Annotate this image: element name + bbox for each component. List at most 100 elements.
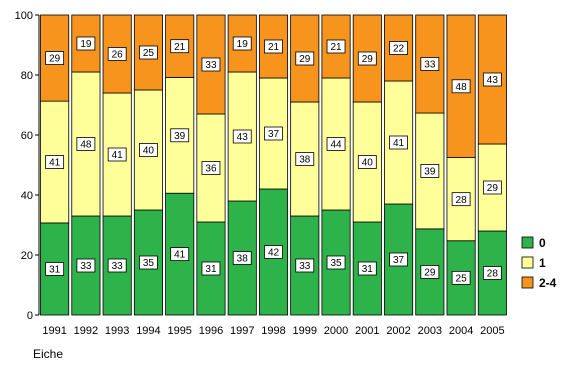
data-label-0-2005: 28 xyxy=(482,266,502,280)
x-tick-label: 1998 xyxy=(261,325,285,337)
data-label-0-1995: 41 xyxy=(170,247,190,262)
data-label-1-1999: 38 xyxy=(295,152,315,166)
x-tick-label: 2002 xyxy=(386,325,410,337)
svg-text:29: 29 xyxy=(49,54,61,65)
svg-text:25: 25 xyxy=(143,48,155,59)
svg-text:43: 43 xyxy=(237,132,249,143)
data-labels: 31 41 29 33 48 19 33 41 26 35 40 25 41 39 21 31 36 33 38 43… xyxy=(45,36,502,285)
data-label-1-1996: 36 xyxy=(201,161,221,175)
data-label-2-4-2005: 43 xyxy=(482,72,502,87)
svg-text:38: 38 xyxy=(237,254,249,265)
data-label-1-1992: 48 xyxy=(76,137,96,151)
legend-item-0: 0 xyxy=(521,236,546,250)
svg-text:25: 25 xyxy=(456,273,468,284)
y-tick-label: 20 xyxy=(21,250,33,262)
svg-text:41: 41 xyxy=(49,158,61,169)
axes xyxy=(35,14,40,316)
legend-item-2-4: 2-4 xyxy=(521,276,557,290)
svg-text:19: 19 xyxy=(80,39,92,50)
data-label-2-4-2001: 29 xyxy=(357,51,377,66)
x-tick-label: 2005 xyxy=(480,325,504,337)
data-label-0-1996: 31 xyxy=(201,261,221,276)
svg-text:21: 21 xyxy=(174,42,186,53)
y-tick-label: 60 xyxy=(21,130,33,142)
data-label-0-1991: 31 xyxy=(45,262,65,276)
svg-text:21: 21 xyxy=(330,42,342,53)
x-tick-label: 1992 xyxy=(74,325,98,337)
x-tick-label: 1991 xyxy=(42,325,66,337)
data-label-2-4-2004: 48 xyxy=(451,79,471,94)
data-label-0-1998: 42 xyxy=(264,245,283,259)
svg-text:40: 40 xyxy=(143,146,155,157)
data-label-1-1995: 39 xyxy=(170,128,190,143)
svg-text:0: 0 xyxy=(539,236,546,250)
svg-text:31: 31 xyxy=(205,264,217,275)
svg-text:42: 42 xyxy=(268,248,280,259)
svg-text:37: 37 xyxy=(393,255,405,266)
data-label-0-2002: 37 xyxy=(389,252,408,267)
data-label-1-1998: 37 xyxy=(264,126,283,141)
svg-text:28: 28 xyxy=(487,269,499,280)
data-label-1-1993: 41 xyxy=(107,147,127,162)
svg-text:1: 1 xyxy=(539,256,546,270)
svg-text:38: 38 xyxy=(299,155,311,166)
svg-text:33: 33 xyxy=(112,261,124,272)
x-tick-label: 1994 xyxy=(136,325,160,337)
x-tick-label: 2004 xyxy=(449,325,473,337)
data-label-2-4-1995: 21 xyxy=(170,39,190,54)
data-label-1-1997: 43 xyxy=(232,129,252,144)
svg-text:40: 40 xyxy=(362,158,374,169)
svg-text:41: 41 xyxy=(393,138,405,149)
svg-text:2-4: 2-4 xyxy=(539,276,557,290)
data-label-1-1994: 40 xyxy=(139,143,158,157)
data-label-1-2001: 40 xyxy=(357,155,377,169)
data-label-0-2000: 35 xyxy=(326,255,346,270)
data-label-1-2003: 39 xyxy=(420,164,440,178)
x-tick-label: 1995 xyxy=(167,325,191,337)
svg-text:41: 41 xyxy=(112,150,124,161)
data-label-2-4-1998: 21 xyxy=(264,39,283,54)
legend-item-1: 1 xyxy=(521,256,546,270)
svg-text:33: 33 xyxy=(299,261,311,272)
x-tick-label: 1999 xyxy=(293,325,317,337)
svg-text:39: 39 xyxy=(174,131,186,142)
data-label-2-4-2003: 33 xyxy=(420,57,440,71)
data-label-2-4-1999: 29 xyxy=(295,51,315,66)
data-label-2-4-1993: 26 xyxy=(107,47,127,61)
data-label-2-4-2000: 21 xyxy=(326,39,346,54)
x-tick-label: 1996 xyxy=(199,325,223,337)
svg-text:31: 31 xyxy=(49,265,61,276)
x-tick-label: 1997 xyxy=(230,325,254,337)
data-label-0-1992: 33 xyxy=(76,258,96,273)
data-label-0-1999: 33 xyxy=(295,258,315,273)
data-label-0-2001: 31 xyxy=(357,261,377,276)
data-label-2-4-2002: 22 xyxy=(389,41,408,55)
legend: 0 1 2-4 xyxy=(521,236,557,290)
svg-text:19: 19 xyxy=(237,39,249,50)
svg-text:33: 33 xyxy=(424,60,436,71)
svg-text:37: 37 xyxy=(268,129,280,140)
svg-text:28: 28 xyxy=(456,195,468,206)
data-label-2-4-1991: 29 xyxy=(45,51,65,65)
svg-text:35: 35 xyxy=(330,258,342,269)
svg-text:35: 35 xyxy=(143,258,155,269)
svg-text:29: 29 xyxy=(362,54,374,65)
y-tick-label: 0 xyxy=(27,310,33,322)
svg-text:29: 29 xyxy=(424,268,436,279)
x-tick-label: 2001 xyxy=(355,325,379,337)
data-label-0-1993: 33 xyxy=(107,258,127,273)
y-tick-labels: 0 20 40 60 80 100 xyxy=(15,10,33,322)
svg-text:21: 21 xyxy=(268,42,280,53)
data-label-2-4-1994: 25 xyxy=(139,45,158,60)
svg-text:41: 41 xyxy=(174,250,186,261)
svg-text:36: 36 xyxy=(205,164,217,175)
svg-text:43: 43 xyxy=(487,75,499,86)
svg-text:44: 44 xyxy=(330,140,342,151)
data-label-0-2003: 29 xyxy=(420,265,440,279)
data-label-2-4-1992: 19 xyxy=(76,36,96,51)
svg-text:29: 29 xyxy=(299,54,311,65)
svg-text:33: 33 xyxy=(205,60,217,71)
svg-text:48: 48 xyxy=(456,82,468,93)
svg-text:48: 48 xyxy=(80,140,92,151)
